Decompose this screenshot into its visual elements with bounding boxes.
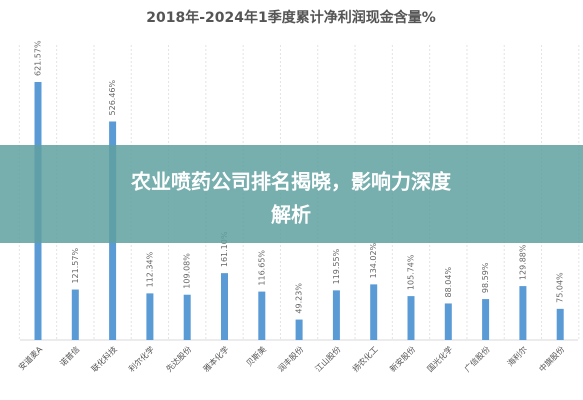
value-label: 119.55%	[332, 248, 341, 284]
bar	[258, 291, 266, 340]
x-tick-label: 润丰股份	[276, 344, 306, 374]
value-label: 116.65%	[257, 250, 266, 286]
value-label: 75.04%	[556, 272, 565, 303]
value-label: 121.57%	[71, 248, 80, 284]
x-tick-label: 诺普信	[57, 344, 81, 368]
value-label: 109.08%	[183, 253, 192, 289]
x-tick-label: 海利尔	[505, 344, 529, 368]
x-tick-label: 雅本化学	[201, 344, 231, 374]
banner-text: 农业喷药公司排名揭晓，影响力深度	[130, 170, 452, 194]
bar	[370, 284, 378, 340]
x-tick-label: 安道麦A	[16, 344, 44, 372]
value-label: 88.04%	[444, 267, 453, 298]
bar	[332, 290, 340, 340]
value-label: 112.34%	[145, 251, 154, 287]
x-tick-label: 贝斯美	[244, 344, 268, 368]
x-tick-label: 利尔化学	[126, 344, 156, 374]
bar	[146, 293, 154, 340]
x-tick-label: 扬农化工	[350, 344, 380, 374]
value-label: 621.57%	[34, 40, 43, 76]
bar	[556, 308, 564, 340]
bar	[221, 273, 228, 340]
x-tick-label: 中旗股份	[537, 344, 567, 374]
banner-text: 解析	[271, 203, 311, 227]
value-label: 134.02%	[369, 242, 378, 278]
value-label: 49.23%	[295, 283, 304, 314]
bar	[295, 319, 303, 340]
value-label: 129.88%	[518, 244, 527, 280]
x-tick-label: 广信股份	[462, 344, 492, 374]
value-label: 526.46%	[108, 79, 117, 115]
x-tick-label: 联化科技	[89, 344, 119, 374]
value-label: 98.59%	[481, 262, 490, 293]
value-label: 161.10%	[220, 231, 229, 267]
bar	[407, 296, 415, 340]
value-label: 105.74%	[407, 254, 416, 290]
bar	[482, 299, 490, 340]
chart-title: 2018年-2024年1季度累计净利润现金含量%	[146, 9, 436, 26]
bar	[444, 303, 452, 340]
x-tick-label: 新安股份	[387, 344, 417, 374]
x-tick-label: 江山股份	[313, 344, 343, 374]
banner	[0, 145, 583, 243]
bar	[519, 286, 527, 340]
bar	[71, 289, 79, 340]
bar	[183, 294, 191, 340]
x-tick-label: 先达股份	[164, 344, 194, 374]
x-tick-label: 国光化学	[425, 344, 455, 374]
